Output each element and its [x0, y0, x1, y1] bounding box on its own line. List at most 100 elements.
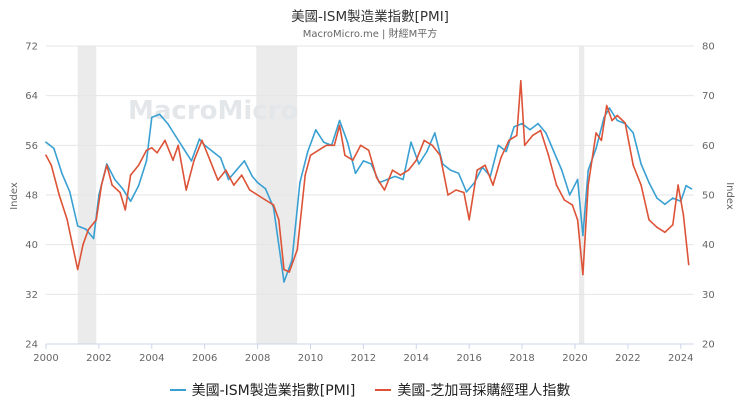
series-0-point — [174, 135, 177, 137]
series-1-point — [600, 139, 603, 142]
legend-label-ism: 美國-ISM製造業指數[PMI] — [191, 383, 356, 399]
series-line-0 — [45, 107, 693, 283]
legend-item-chicago[interactable]: 美國-芝加哥採購經理人指數 — [375, 380, 570, 400]
series-0-point — [568, 194, 571, 196]
y-tick-left-5: 64 — [25, 91, 38, 102]
series-1-point — [500, 157, 502, 159]
series-1-point — [399, 174, 402, 176]
series-1-point — [520, 80, 522, 82]
series-1-point — [119, 191, 121, 194]
grid-lines — [46, 45, 694, 345]
y-tick-right-1: 30 — [702, 290, 715, 301]
legend-item-ism[interactable]: 美國-ISM製造業指數[PMI] — [169, 380, 356, 400]
series-1-point — [547, 154, 550, 157]
series-0-point — [92, 237, 95, 240]
axes: 24 32 40 48 56 64 72 20 30 40 50 60 70 80 2000 2002 2004… — [25, 42, 714, 365]
chart-subtitle: MacroMicro.me | 財經M平方 — [302, 29, 438, 40]
series-1-point — [264, 199, 267, 201]
x-tick-8: 2016 — [456, 353, 481, 364]
series-0-point — [576, 178, 579, 181]
series-1-point — [563, 199, 566, 201]
series-1-point — [201, 139, 203, 142]
x-tick-4: 2008 — [245, 353, 270, 364]
series-1-point — [476, 169, 478, 171]
series-0-point — [283, 281, 285, 283]
series-1-point — [82, 243, 84, 246]
series-0-point — [211, 150, 214, 153]
series-1-point — [283, 268, 285, 271]
series-1-point — [338, 124, 341, 127]
series-0-point — [219, 157, 222, 159]
series-1-point — [447, 194, 449, 196]
series-0-point — [114, 178, 116, 181]
series-1-point — [672, 224, 674, 226]
series-1-point — [523, 144, 526, 147]
series-1-point — [304, 174, 307, 176]
series-0-point — [587, 169, 589, 171]
series-1-point — [687, 263, 690, 266]
series-0-point — [521, 122, 523, 125]
series-1-point — [240, 174, 243, 176]
x-tick-6: 2012 — [351, 353, 376, 364]
series-1-point — [648, 219, 650, 221]
series-1-point — [193, 159, 195, 161]
y-tick-right-6: 80 — [702, 42, 715, 53]
series-1-point — [177, 144, 179, 147]
legend-swatch-chicago — [375, 389, 392, 391]
series-0-point — [449, 169, 452, 171]
series-0-point — [545, 132, 547, 134]
series-1-point — [455, 189, 457, 191]
series-1-point — [172, 159, 174, 161]
x-tick-1: 2002 — [86, 353, 111, 364]
y-tick-left-3: 48 — [25, 191, 38, 202]
series-lines — [45, 80, 693, 283]
series-0-point — [632, 132, 634, 134]
series-1-point — [156, 152, 158, 154]
series-1-point — [344, 154, 346, 157]
series-0-point — [595, 147, 597, 150]
x-tick-12: 2024 — [668, 353, 693, 364]
series-0-point — [69, 191, 71, 193]
series-1-point — [463, 191, 465, 194]
series-0-point — [529, 129, 531, 131]
series-1-point — [124, 209, 127, 211]
series-0-point — [235, 169, 238, 171]
y-tick-right-5: 70 — [702, 91, 715, 102]
series-0-point — [402, 178, 404, 181]
series-1-point — [677, 184, 679, 186]
series-0-point — [243, 160, 246, 162]
series-0-point — [434, 132, 436, 134]
y-axis-label-right: Index — [724, 182, 735, 210]
series-0-point — [386, 178, 389, 181]
series-0-point — [370, 163, 373, 165]
legend-swatch-ism — [169, 389, 186, 391]
series-1-point — [415, 159, 418, 161]
series-1-point — [272, 204, 275, 206]
series-1-point — [129, 174, 132, 176]
series-0-point — [182, 147, 185, 150]
series-0-point — [553, 150, 555, 153]
watermark-logo: MacroMicro — [128, 96, 298, 126]
series-1-point — [375, 176, 378, 179]
series-0-point — [394, 175, 396, 178]
series-1-point — [484, 164, 486, 166]
series-1-point — [391, 169, 394, 171]
series-1-point — [576, 219, 579, 221]
series-1-point — [296, 248, 299, 251]
x-tick-2: 2004 — [139, 353, 164, 364]
x-tick-7: 2014 — [404, 353, 429, 364]
series-0-point — [656, 197, 658, 199]
series-0-point — [315, 129, 317, 131]
series-0-point — [410, 141, 412, 143]
series-1-point — [50, 164, 53, 166]
series-0-point — [61, 172, 63, 175]
series-0-point — [256, 181, 259, 184]
series-1-point — [616, 114, 619, 117]
series-1-point — [325, 144, 328, 147]
series-1-point — [248, 189, 251, 191]
chart-title: 美國-ISM製造業指數[PMI] — [291, 9, 449, 25]
series-1-point — [407, 169, 410, 171]
series-1-point — [492, 184, 494, 186]
series-0-point — [362, 160, 365, 162]
